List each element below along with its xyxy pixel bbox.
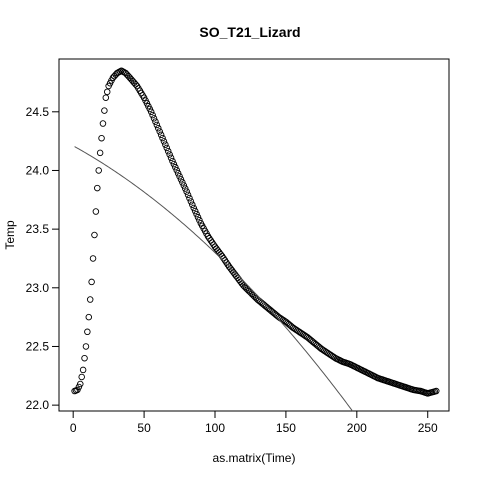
- x-tick-label: 250: [418, 421, 438, 435]
- data-point: [82, 343, 90, 350]
- data-point: [186, 194, 193, 202]
- data-point: [79, 366, 87, 374]
- data-point: [173, 166, 180, 174]
- data-point: [152, 118, 159, 125]
- data-point: [94, 184, 101, 192]
- data-point: [162, 141, 169, 148]
- data-point: [179, 179, 186, 186]
- x-axis-label: as.matrix(Time): [213, 451, 296, 465]
- fit-line: [74, 146, 353, 412]
- data-point: [95, 167, 102, 174]
- x-tick-label: 50: [137, 421, 151, 435]
- data-point: [150, 115, 158, 122]
- data-point: [84, 328, 91, 336]
- data-point: [102, 94, 110, 101]
- data-point: [432, 387, 440, 395]
- plot-frame: [58, 58, 450, 412]
- data-point: [190, 204, 197, 212]
- data-point: [86, 296, 94, 303]
- y-axis: 22.0 22.5 23.0 23.5 24.0 24.5: [26, 105, 60, 412]
- data-point: [183, 188, 190, 195]
- data-point: [98, 134, 105, 142]
- data-point: [85, 313, 93, 321]
- data-point: [81, 354, 88, 362]
- data-point: [172, 163, 179, 171]
- data-point: [156, 128, 163, 135]
- data-point: [163, 144, 171, 152]
- data-point: [77, 380, 84, 388]
- data-point: [88, 278, 95, 286]
- data-point: [101, 107, 108, 114]
- data-point: [193, 210, 200, 218]
- data-point: [99, 120, 107, 127]
- data-point: [96, 149, 104, 157]
- x-tick-label: 200: [347, 421, 367, 435]
- data-point: [157, 131, 165, 139]
- data-point: [180, 182, 188, 189]
- data-point: [187, 198, 195, 205]
- data-point: [149, 111, 156, 119]
- data-point: [92, 208, 100, 215]
- chart-title: SO_T21_Lizard: [199, 24, 300, 40]
- data-point: [167, 154, 175, 162]
- data-point: [181, 185, 189, 192]
- y-tick-label: 23.0: [26, 281, 50, 295]
- x-axis: 0 50 100 150 200 250: [70, 410, 438, 435]
- data-point: [184, 191, 192, 199]
- data-point: [191, 207, 199, 215]
- data-point: [194, 213, 202, 221]
- data-point: [155, 124, 162, 132]
- data-point: [91, 231, 98, 239]
- data-point: [176, 173, 183, 180]
- data-point: [160, 138, 168, 145]
- y-tick-label: 23.5: [26, 222, 50, 236]
- y-tick-label: 22.5: [26, 339, 50, 353]
- data-point: [170, 160, 178, 168]
- data-points: [71, 67, 440, 397]
- y-axis-label: Temp: [3, 220, 17, 250]
- data-point: [177, 176, 185, 183]
- data-point: [78, 373, 85, 381]
- x-tick-label: 100: [205, 421, 225, 435]
- data-point: [153, 121, 161, 129]
- data-point: [169, 157, 176, 165]
- x-tick-label: 150: [276, 421, 296, 435]
- data-point: [103, 88, 111, 96]
- data-point: [116, 68, 124, 75]
- y-tick-label: 22.0: [26, 398, 50, 412]
- data-point: [196, 216, 203, 224]
- data-point: [159, 134, 166, 142]
- data-point: [174, 170, 182, 177]
- data-point: [89, 255, 97, 262]
- data-point: [147, 108, 155, 116]
- x-tick-label: 0: [70, 421, 77, 435]
- y-tick-label: 24.5: [26, 105, 50, 119]
- y-tick-label: 24.0: [26, 163, 50, 177]
- data-point: [164, 147, 172, 155]
- data-point: [189, 201, 196, 208]
- data-point: [166, 151, 173, 158]
